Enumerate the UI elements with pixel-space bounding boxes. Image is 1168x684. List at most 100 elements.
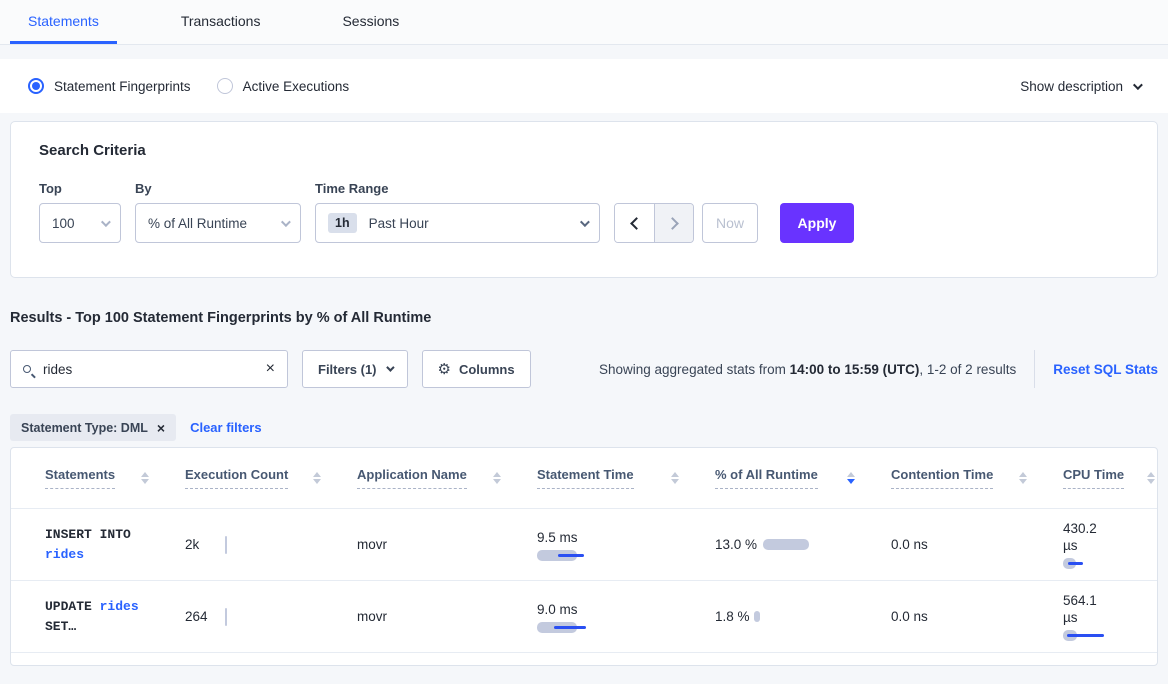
cell-cpu-time: 430.2 µs xyxy=(1029,509,1157,580)
filter-chip-label: Statement Type: DML xyxy=(21,420,148,435)
summary-time-range: 14:00 to 15:59 (UTC) xyxy=(789,361,920,377)
cell-execution-count: 264 xyxy=(151,581,323,652)
reset-sql-stats-link[interactable]: Reset SQL Stats xyxy=(1053,361,1158,377)
time-nav-group xyxy=(614,203,694,243)
cell-application-name: movr xyxy=(357,537,387,552)
filters-label: Filters (1) xyxy=(318,361,377,377)
radio-label: Statement Fingerprints xyxy=(54,78,191,94)
filters-button[interactable]: Filters (1) xyxy=(302,350,408,388)
clear-filters-link[interactable]: Clear filters xyxy=(190,420,262,435)
cell-contention-time: 0.0 ns xyxy=(891,609,928,624)
by-select-value: % of All Runtime xyxy=(148,215,248,231)
results-toolbar: × Filters (1) ⚙ Columns Showing aggregat… xyxy=(10,350,1158,388)
page-tabs: Statements Transactions Sessions xyxy=(0,0,1168,45)
column-header-percent-runtime[interactable]: % of All Runtime xyxy=(681,448,857,508)
radio-label: Active Executions xyxy=(242,78,350,94)
cell-cpu-time: 564.1 µs xyxy=(1029,581,1157,652)
search-criteria-controls: Top 100 By % of All Runtime Time Range 1… xyxy=(29,181,1139,243)
chevron-down-icon xyxy=(1132,79,1143,90)
statement-time-bar xyxy=(537,549,584,561)
cell-statement-time: 9.5 ms xyxy=(503,509,681,580)
cpu-time-bar xyxy=(1063,630,1104,641)
column-header-contention-time[interactable]: Contention Time xyxy=(857,448,1029,508)
top-select[interactable]: 100 xyxy=(39,203,121,243)
clear-search-icon[interactable]: × xyxy=(265,360,275,377)
time-range-select[interactable]: 1h Past Hour xyxy=(315,203,600,243)
cell-contention-time: 0.0 ns xyxy=(891,537,928,552)
statement-search-box: × xyxy=(10,350,288,388)
cell-statement-time: 9.0 ms xyxy=(503,581,681,652)
statement-link[interactable]: UPDATE rides SET… xyxy=(45,598,147,634)
chevron-down-icon xyxy=(385,363,395,372)
column-header-statement-time[interactable]: Statement Time xyxy=(503,448,681,508)
tab-statements[interactable]: Statements xyxy=(10,0,117,44)
gear-icon: ⚙ xyxy=(437,361,451,378)
next-time-button[interactable] xyxy=(654,204,693,242)
sort-icon[interactable] xyxy=(487,472,501,484)
column-header-cpu-time[interactable]: CPU Time xyxy=(1029,448,1157,508)
statement-time-bar xyxy=(537,621,586,633)
filter-chip-statement-type[interactable]: Statement Type: DML × xyxy=(10,414,177,441)
chevron-down-icon xyxy=(100,216,111,227)
radio-active-executions[interactable]: Active Executions xyxy=(216,78,350,94)
cpu-time-bar xyxy=(1063,558,1083,569)
cell-statement: INSERT INTO rides xyxy=(11,509,151,580)
search-criteria-card: Search Criteria Top 100 By % of All Runt… xyxy=(10,121,1158,278)
sort-icon[interactable] xyxy=(135,472,149,484)
chevron-left-icon xyxy=(630,216,643,230)
column-header-statements[interactable]: Statements xyxy=(11,448,151,508)
top-label: Top xyxy=(39,181,62,196)
by-label: By xyxy=(135,181,152,196)
tab-sessions[interactable]: Sessions xyxy=(342,12,400,29)
chevron-down-icon xyxy=(579,216,590,227)
sort-icon-active-desc[interactable] xyxy=(841,472,855,484)
by-field: By % of All Runtime xyxy=(121,181,301,243)
cell-percent-runtime: 13.0 % xyxy=(681,509,857,580)
top-field: Top 100 xyxy=(39,181,121,243)
cell-application-name: movr xyxy=(357,609,387,624)
view-toggle-bar: Statement Fingerprints Active Executions… xyxy=(0,59,1168,113)
show-description-label: Show description xyxy=(1020,78,1123,94)
sort-icon[interactable] xyxy=(665,472,679,484)
columns-label: Columns xyxy=(458,361,515,377)
column-header-application-name[interactable]: Application Name xyxy=(323,448,503,508)
time-range-value: Past Hour xyxy=(368,215,429,231)
table-header-row: Statements Execution Count Application N… xyxy=(11,448,1157,509)
statements-table: Statements Execution Count Application N… xyxy=(10,447,1158,666)
time-range-field: Time Range 1h Past Hour xyxy=(301,181,600,243)
active-filters-row: Statement Type: DML × Clear filters xyxy=(10,414,1158,441)
table-row: INSERT INTO rides 2k movr 9.5 ms 13.0 % … xyxy=(11,509,1157,581)
sort-icon[interactable] xyxy=(1141,472,1155,484)
execution-count-bar xyxy=(225,607,227,626)
time-range-label: Time Range xyxy=(315,181,389,196)
cell-percent-runtime: 1.8 % xyxy=(681,581,857,652)
remove-filter-icon[interactable]: × xyxy=(156,419,166,436)
previous-time-button[interactable] xyxy=(615,204,654,242)
column-header-execution-count[interactable]: Execution Count xyxy=(151,448,323,508)
radio-statement-fingerprints[interactable]: Statement Fingerprints xyxy=(28,78,191,94)
results-summary: Showing aggregated stats from 14:00 to 1… xyxy=(599,362,1016,377)
search-icon xyxy=(23,365,31,373)
summary-prefix: Showing aggregated stats from xyxy=(599,361,790,377)
by-select[interactable]: % of All Runtime xyxy=(135,203,301,243)
sort-icon[interactable] xyxy=(1013,472,1027,484)
radio-selected-icon xyxy=(28,78,44,94)
search-criteria-title: Search Criteria xyxy=(39,142,146,159)
divider xyxy=(1034,350,1036,388)
time-range-badge: 1h xyxy=(328,213,357,233)
now-button[interactable]: Now xyxy=(702,203,758,243)
results-heading: Results - Top 100 Statement Fingerprints… xyxy=(10,310,432,326)
sort-icon[interactable] xyxy=(307,472,321,484)
summary-suffix: , 1-2 of 2 results xyxy=(919,361,1017,377)
show-description-toggle[interactable]: Show description xyxy=(1020,78,1143,94)
top-select-value: 100 xyxy=(52,215,75,231)
apply-button[interactable]: Apply xyxy=(780,203,854,243)
statement-link[interactable]: INSERT INTO rides xyxy=(45,526,139,562)
table-row: UPDATE rides SET… 264 movr 9.0 ms 1.8 % … xyxy=(11,581,1157,653)
columns-button[interactable]: ⚙ Columns xyxy=(421,350,531,388)
search-input[interactable] xyxy=(43,361,266,377)
chevron-down-icon xyxy=(280,216,291,227)
chevron-right-icon xyxy=(665,216,679,230)
tab-transactions[interactable]: Transactions xyxy=(180,12,261,29)
percent-runtime-bar xyxy=(763,539,809,550)
